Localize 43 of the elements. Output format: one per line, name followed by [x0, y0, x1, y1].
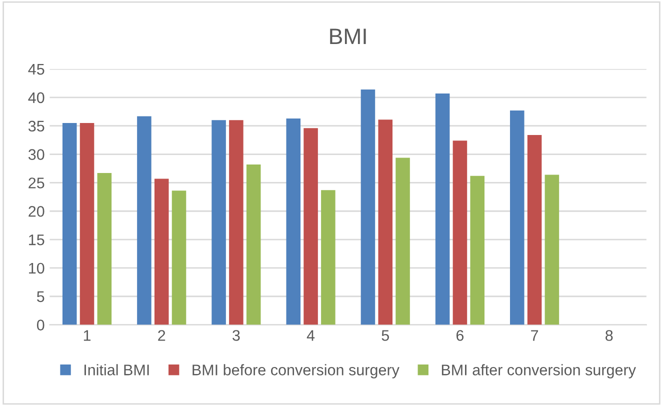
- bar: [80, 123, 94, 325]
- bar: [396, 158, 410, 325]
- bar: [510, 110, 524, 325]
- bar: [286, 118, 301, 325]
- bar: [172, 190, 186, 325]
- bar: [435, 93, 450, 325]
- bar: [527, 134, 542, 325]
- bar: [321, 190, 336, 325]
- x-tick-label: 1: [84, 330, 91, 341]
- y-tick-label: 25: [28, 178, 44, 188]
- legend-label: BMI after conversion surgery: [442, 364, 636, 378]
- bar: [229, 120, 244, 325]
- y-tick-label: 30: [28, 149, 44, 160]
- x-tick-label: 8: [606, 330, 613, 341]
- bar: [212, 120, 226, 325]
- x-tick-label: 3: [232, 330, 240, 341]
- x-tick-label: 5: [382, 330, 389, 341]
- bar: [452, 140, 468, 325]
- bar: [246, 164, 261, 325]
- y-tick-label: 40: [28, 92, 44, 104]
- bar: [137, 116, 152, 325]
- bar: [544, 174, 560, 325]
- bar: [378, 120, 393, 325]
- bar: [62, 123, 77, 325]
- y-tick-label: 10: [29, 262, 44, 274]
- y-tick-label: 35: [28, 120, 44, 132]
- x-tick-label: 2: [158, 330, 166, 341]
- y-tick-label: 20: [28, 206, 44, 217]
- bar: [97, 173, 112, 325]
- chart-title: BMI: [330, 28, 366, 44]
- x-tick-label: 6: [456, 330, 464, 341]
- y-tick-label: 15: [29, 234, 44, 246]
- y-tick-label: 5: [36, 291, 44, 302]
- x-tick-label: 4: [306, 330, 315, 341]
- legend-label: Initial BMI: [84, 364, 149, 376]
- x-tick-label: 7: [531, 330, 538, 341]
- bar: [304, 128, 318, 325]
- y-tick-label: 0: [36, 320, 44, 330]
- bar: [154, 178, 169, 325]
- bar: [360, 89, 376, 325]
- bar: [470, 176, 484, 325]
- y-tick-label: 45: [28, 64, 44, 75]
- legend-label: BMI before conversion surgery: [192, 364, 400, 378]
